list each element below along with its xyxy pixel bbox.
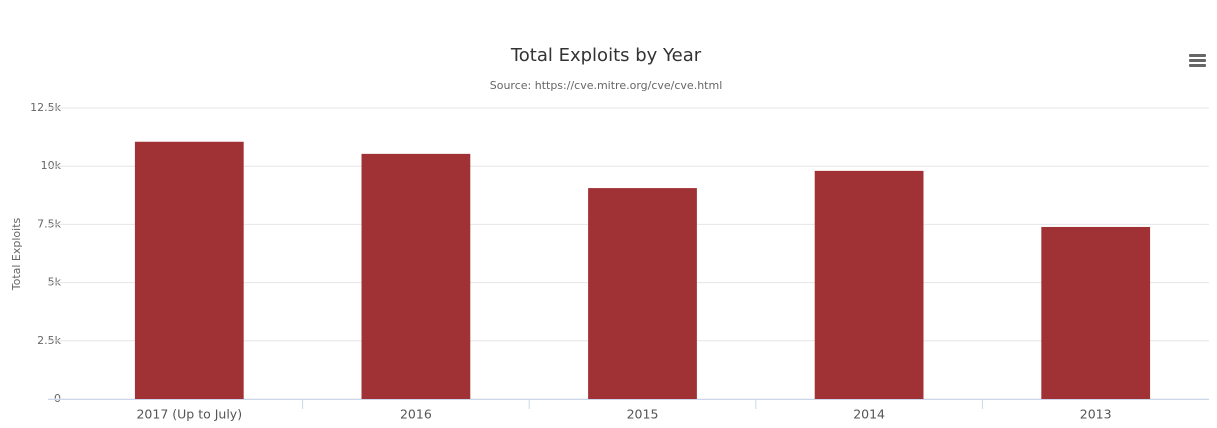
menu-bar[interactable]: [1189, 64, 1206, 67]
chart-subtitle: Source: https://cve.mitre.org/cve/cve.ht…: [490, 79, 723, 92]
menu-bar[interactable]: [1189, 54, 1206, 57]
menu-bar[interactable]: [1189, 59, 1206, 62]
x-tick-label: 2017 (Up to July): [136, 407, 242, 422]
y-tick-label: 12.5k: [30, 101, 61, 114]
bar: [814, 170, 924, 399]
menu-button[interactable]: [1189, 54, 1206, 67]
chart-title: Total Exploits by Year: [510, 45, 702, 66]
x-tick-label: 2013: [1080, 407, 1112, 422]
bar: [361, 153, 471, 399]
bar: [588, 188, 697, 399]
y-axis-label: Total Exploits: [10, 217, 23, 291]
x-tick-label: 2014: [853, 407, 885, 422]
bar: [1041, 226, 1151, 399]
x-tick-label: 2015: [627, 407, 659, 422]
bar: [134, 141, 244, 400]
x-tick-label: 2016: [400, 407, 432, 422]
